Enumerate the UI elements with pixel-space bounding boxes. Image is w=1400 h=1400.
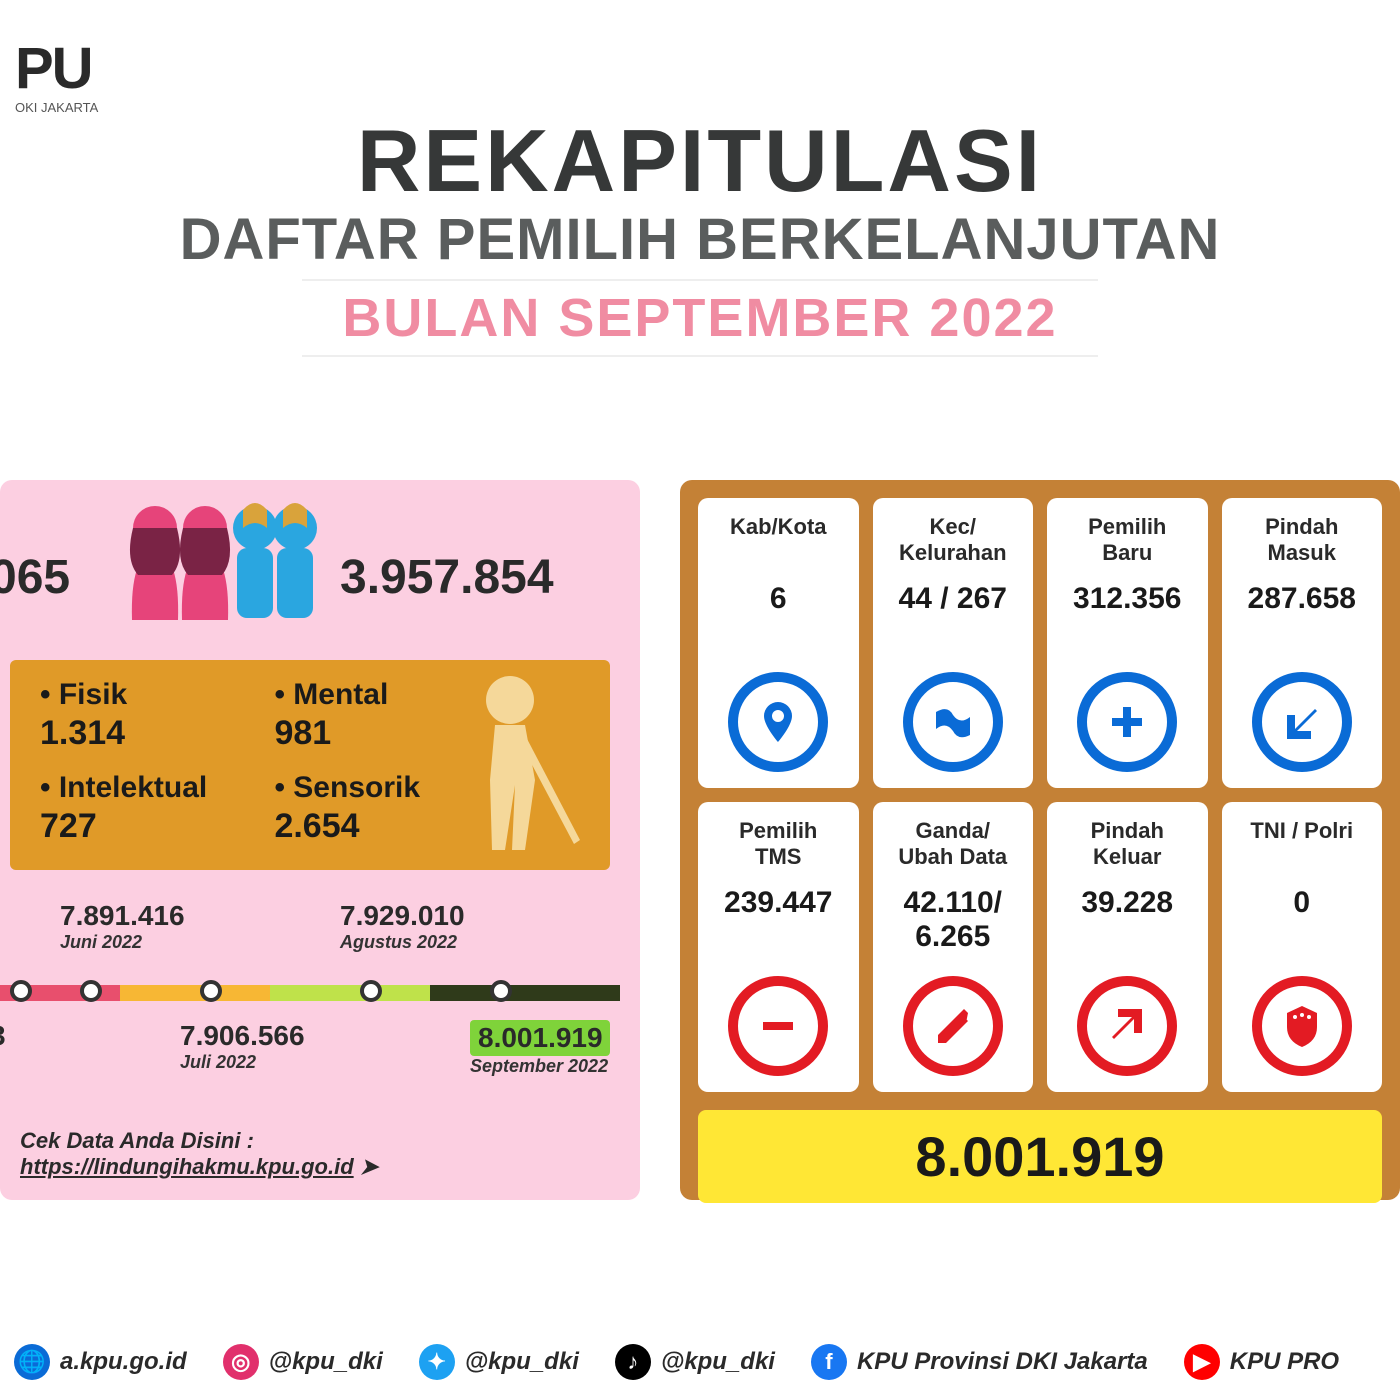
stat-value: 312.356 <box>1073 582 1181 616</box>
stat-card: TNI / Polri 0 <box>1222 802 1383 1092</box>
cek-link[interactable]: https://lindungihakmu.kpu.go.id <box>20 1154 354 1179</box>
timeline-dot <box>80 980 102 1002</box>
footer-text: @kpu_dki <box>465 1348 579 1376</box>
timeline-point: 7.929.010Agustus 2022 <box>340 900 480 953</box>
edit-icon <box>903 976 1003 1076</box>
stat-label: Ganda/Ubah Data <box>898 818 1007 878</box>
cek-data: Cek Data Anda Disini : https://lindungih… <box>20 1128 378 1180</box>
timeline-point: 3 <box>0 1020 130 1052</box>
fb-icon: f <box>811 1344 847 1380</box>
dis-label-2: Mental <box>293 678 388 711</box>
stat-label: TNI / Polri <box>1250 818 1353 878</box>
dis-fisik: • Fisik 1.314 <box>40 678 250 753</box>
timeline-dot <box>490 980 512 1002</box>
dis-label-0: Fisik <box>59 678 127 711</box>
right-panel: Kab/Kota 6 Kec/Kelurahan 44 / 267 PemilihBar… <box>680 480 1400 1200</box>
footer-item[interactable]: 🌐 a.kpu.go.id <box>14 1344 187 1380</box>
timeline-point: 7.891.416Juni 2022 <box>60 900 200 953</box>
stat-card: PemilihTMS 239.447 <box>698 802 859 1092</box>
footer-item[interactable]: ♪ @kpu_dki <box>615 1344 775 1380</box>
female-count: 065 <box>0 550 70 605</box>
title-block: REKAPITULASI DAFTAR PEMILIH BERKELANJUTA… <box>0 110 1400 357</box>
stat-value: 42.110/6.265 <box>904 886 1002 954</box>
globe-icon: 🌐 <box>14 1344 50 1380</box>
tt-icon: ♪ <box>615 1344 651 1380</box>
dis-val-0: 1.314 <box>40 714 250 753</box>
map-icon <box>903 672 1003 772</box>
title-line3: BULAN SEPTEMBER 2022 <box>302 279 1097 357</box>
dis-label-3: Sensorik <box>293 771 420 804</box>
stat-card: PindahMasuk 287.658 <box>1222 498 1383 788</box>
pin-icon <box>728 672 828 772</box>
logo-main: PU <box>15 35 92 102</box>
stat-value: 44 / 267 <box>899 582 1007 616</box>
footer-text: KPU Provinsi DKI Jakarta <box>857 1348 1148 1376</box>
footer-text: @kpu_dki <box>661 1348 775 1376</box>
stat-label: PindahMasuk <box>1265 514 1338 574</box>
title-line2: DAFTAR PEMILIH BERKELANJUTAN <box>0 206 1400 273</box>
left-panel: 065 3.957.854 • Fisik 1.314 • Intelektua… <box>0 480 640 1200</box>
footer-text: @kpu_dki <box>269 1348 383 1376</box>
dis-val-1: 727 <box>40 807 250 846</box>
stat-value: 6 <box>770 582 787 616</box>
stat-card: Kec/Kelurahan 44 / 267 <box>873 498 1034 788</box>
footer: 🌐 a.kpu.go.id ◎ @kpu_dki ✦ @kpu_dki ♪ @kpu_dki f… <box>0 1344 1400 1380</box>
footer-item[interactable]: ▶ KPU PRO <box>1184 1344 1339 1380</box>
stat-label: PemilihBaru <box>1088 514 1166 574</box>
arr-ur-icon <box>1077 976 1177 1076</box>
stat-label: Kab/Kota <box>730 514 827 574</box>
footer-text: a.kpu.go.id <box>60 1348 187 1376</box>
minus-icon <box>728 976 828 1076</box>
stat-value: 239.447 <box>724 886 832 920</box>
stat-card: Kab/Kota 6 <box>698 498 859 788</box>
shield-icon <box>1252 976 1352 1076</box>
footer-text: KPU PRO <box>1230 1348 1339 1376</box>
stat-label: PindahKeluar <box>1091 818 1164 878</box>
blind-person-icon <box>440 670 600 860</box>
cursor-icon: ➤ <box>360 1154 378 1179</box>
footer-item[interactable]: f KPU Provinsi DKI Jakarta <box>811 1344 1148 1380</box>
stat-card: PemilihBaru 312.356 <box>1047 498 1208 788</box>
stat-value: 0 <box>1293 886 1310 920</box>
dis-label-1: Intelektual <box>59 771 207 804</box>
stat-grid: Kab/Kota 6 Kec/Kelurahan 44 / 267 PemilihBar… <box>698 498 1382 1092</box>
footer-item[interactable]: ◎ @kpu_dki <box>223 1344 383 1380</box>
footer-item[interactable]: ✦ @kpu_dki <box>419 1344 579 1380</box>
gender-row: 065 3.957.854 <box>0 500 620 650</box>
timeline: 3 7.891.416Juni 2022 7.906.566Juli 2022 7.9… <box>0 890 620 1090</box>
arr-dl-icon <box>1252 672 1352 772</box>
stat-value: 39.228 <box>1081 886 1173 920</box>
timeline-dot <box>10 980 32 1002</box>
dis-intelektual: • Intelektual 727 <box>40 771 250 846</box>
stat-card: PindahKeluar 39.228 <box>1047 802 1208 1092</box>
disability-box: • Fisik 1.314 • Intelektual 727 • Mental… <box>10 660 610 870</box>
stat-label: Kec/Kelurahan <box>899 514 1007 574</box>
total-bar: 8.001.919 <box>698 1110 1382 1203</box>
stat-value: 287.658 <box>1248 582 1356 616</box>
cek-label: Cek Data Anda Disini : <box>20 1128 254 1153</box>
title-line1: REKAPITULASI <box>0 110 1400 212</box>
timeline-point: 8.001.919September 2022 <box>470 1020 610 1077</box>
tw-icon: ✦ <box>419 1344 455 1380</box>
plus-icon <box>1077 672 1177 772</box>
people-icons <box>120 500 320 650</box>
ig-icon: ◎ <box>223 1344 259 1380</box>
yt-icon: ▶ <box>1184 1344 1220 1380</box>
timeline-dot <box>200 980 222 1002</box>
male-count: 3.957.854 <box>340 550 554 605</box>
timeline-point: 7.906.566Juli 2022 <box>180 1020 320 1073</box>
stat-label: PemilihTMS <box>739 818 817 878</box>
stat-card: Ganda/Ubah Data 42.110/6.265 <box>873 802 1034 1092</box>
timeline-dot <box>360 980 382 1002</box>
